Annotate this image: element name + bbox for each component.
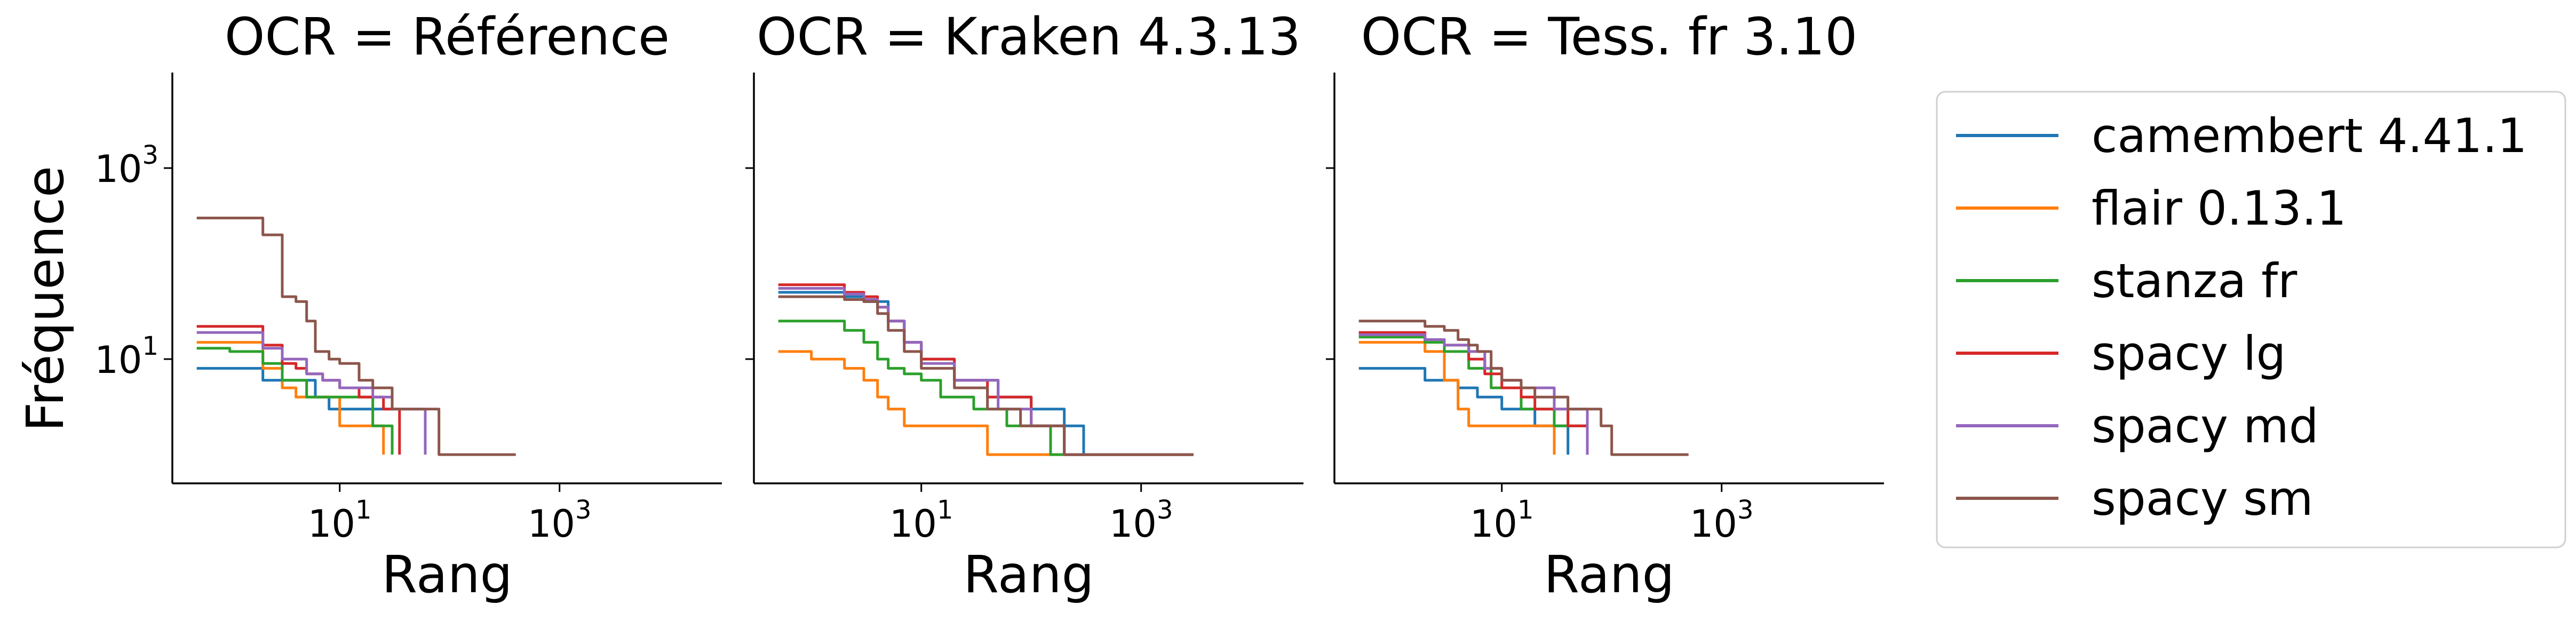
panel-3: OCR = Tess. fr 3.10 101 103 Rang bbox=[1326, 7, 1884, 604]
x-axis-label: Rang bbox=[963, 545, 1094, 604]
legend-label: flair 0.13.1 bbox=[2092, 181, 2347, 236]
legend-label: spacy md bbox=[2092, 399, 2319, 453]
panel-1: OCR = Référence 101 103 101 103 Rang bbox=[94, 7, 722, 604]
x-axis-label: Rang bbox=[1544, 545, 1674, 604]
panel-title: OCR = Référence bbox=[225, 7, 670, 67]
x-tick-label: 101 bbox=[308, 495, 372, 546]
series-line bbox=[196, 347, 394, 455]
x-tick-label: 103 bbox=[528, 495, 592, 546]
series-line bbox=[778, 320, 1194, 456]
series-line bbox=[196, 217, 516, 456]
x-axis-label: Rang bbox=[381, 545, 512, 604]
series-line bbox=[1358, 341, 1556, 455]
x-tick-label: 103 bbox=[1690, 495, 1754, 546]
legend-label: stanza fr bbox=[2092, 253, 2297, 308]
y-axis-label: Fréquence bbox=[15, 166, 75, 432]
legend-box bbox=[1936, 91, 2566, 548]
series-line bbox=[778, 283, 1194, 456]
panel-title: OCR = Kraken 4.3.13 bbox=[757, 7, 1301, 67]
panel-2: OCR = Kraken 4.3.13 101 103 Rang bbox=[745, 7, 1303, 604]
legend-item: spacy sm bbox=[1956, 471, 2313, 526]
series-line bbox=[778, 350, 1194, 456]
series-line bbox=[1358, 333, 1589, 455]
y-tick-label: 103 bbox=[94, 140, 158, 191]
y-tick-label: 101 bbox=[94, 331, 158, 382]
series-line bbox=[196, 325, 401, 455]
panel-title: OCR = Tess. fr 3.10 bbox=[1361, 7, 1858, 67]
legend-label: spacy sm bbox=[2092, 471, 2313, 526]
x-tick-label: 101 bbox=[1470, 495, 1534, 546]
x-tick-label: 101 bbox=[889, 495, 953, 546]
legend-item: spacy lg bbox=[1956, 326, 2286, 381]
legend-label: spacy lg bbox=[2092, 326, 2286, 381]
legend-item: camembert 4.41.1 bbox=[1956, 108, 2527, 163]
legend: camembert 4.41.1 flair 0.13.1 stanza fr spa… bbox=[1936, 91, 2566, 548]
legend-item: stanza fr bbox=[1956, 253, 2297, 308]
series-line bbox=[1358, 320, 1689, 456]
series-line bbox=[778, 287, 1194, 456]
series-line bbox=[778, 295, 1194, 456]
series-line bbox=[1358, 367, 1570, 455]
legend-item: spacy md bbox=[1956, 399, 2319, 453]
legend-label: camembert 4.41.1 bbox=[2092, 108, 2527, 163]
x-tick-label: 103 bbox=[1109, 495, 1173, 546]
legend-item: flair 0.13.1 bbox=[1956, 181, 2347, 236]
series-line bbox=[778, 291, 1085, 455]
